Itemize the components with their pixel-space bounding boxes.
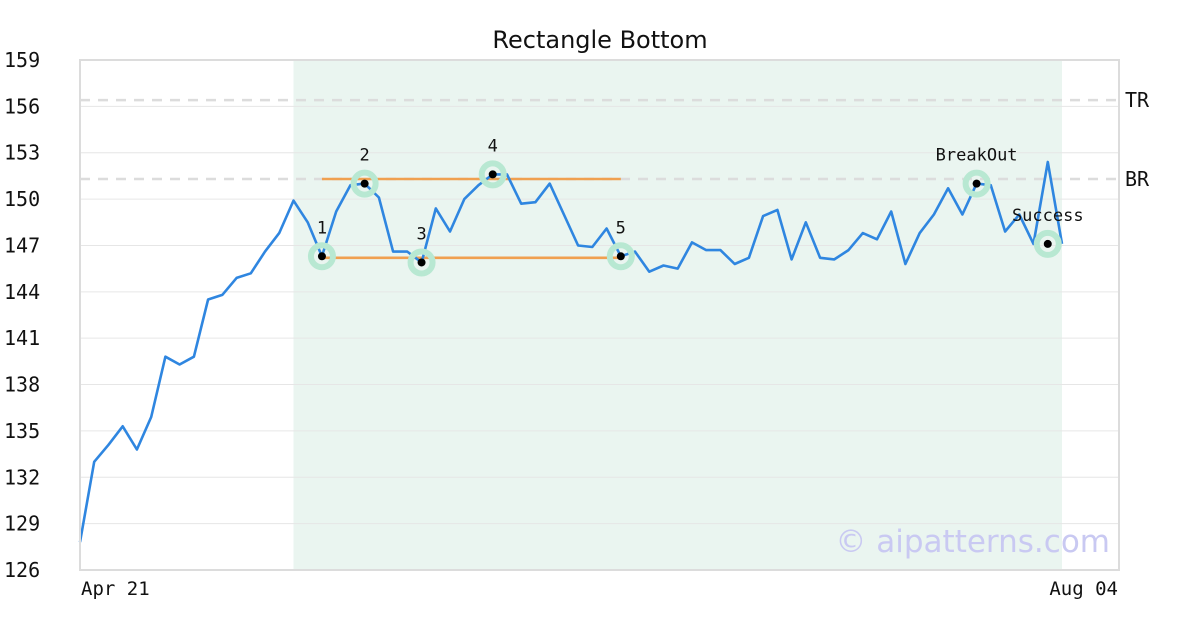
marked-point-label: BreakOut [936,146,1018,166]
marked-point-label: 1 [317,218,327,238]
marked-point-halo [962,169,991,198]
marked-point-label: Success [1012,206,1084,226]
y-tick-label: 138 [4,373,40,397]
marked-point [972,179,981,188]
marked-point [488,170,497,179]
reference-level-label: BR [1125,167,1150,191]
marked-point-halo [478,160,507,189]
marked-point-label: 2 [360,146,370,166]
chart-title: Rectangle Bottom [492,26,707,54]
y-tick-label: 150 [4,187,40,211]
y-tick-label: 144 [4,280,40,304]
y-tick-label: 135 [4,419,40,443]
y-tick-label: 141 [4,326,40,350]
reference-level-label: TR [1125,88,1150,112]
y-tick-label: 132 [4,465,40,489]
marked-point-label: 3 [416,224,426,244]
marked-point-label: 5 [616,218,626,238]
marked-point [616,252,625,261]
price-series-line [78,160,1064,543]
marked-point-halo [1033,229,1062,258]
marked-point [360,179,369,188]
pattern-shaded-region [293,60,1062,570]
y-tick-label: 129 [4,512,40,536]
marked-point-halo [606,242,635,271]
x-tick-label-end: Aug 04 [1049,578,1118,600]
marked-point [1043,239,1052,248]
watermark: © aipatterns.com [835,524,1110,560]
marked-point [417,258,426,267]
y-tick-label: 126 [4,558,40,582]
plot-frame [79,59,1120,571]
marked-point-halo [350,169,379,198]
x-tick-label-start: Apr 21 [81,578,150,600]
y-tick-label: 153 [4,141,40,165]
marked-point-halo [307,242,336,271]
marked-point-label: 4 [488,136,498,156]
y-tick-label: 147 [4,233,40,257]
marked-point [317,252,326,261]
marked-point-halo [407,248,436,277]
y-tick-label: 156 [4,94,40,118]
y-tick-label: 159 [4,48,40,72]
